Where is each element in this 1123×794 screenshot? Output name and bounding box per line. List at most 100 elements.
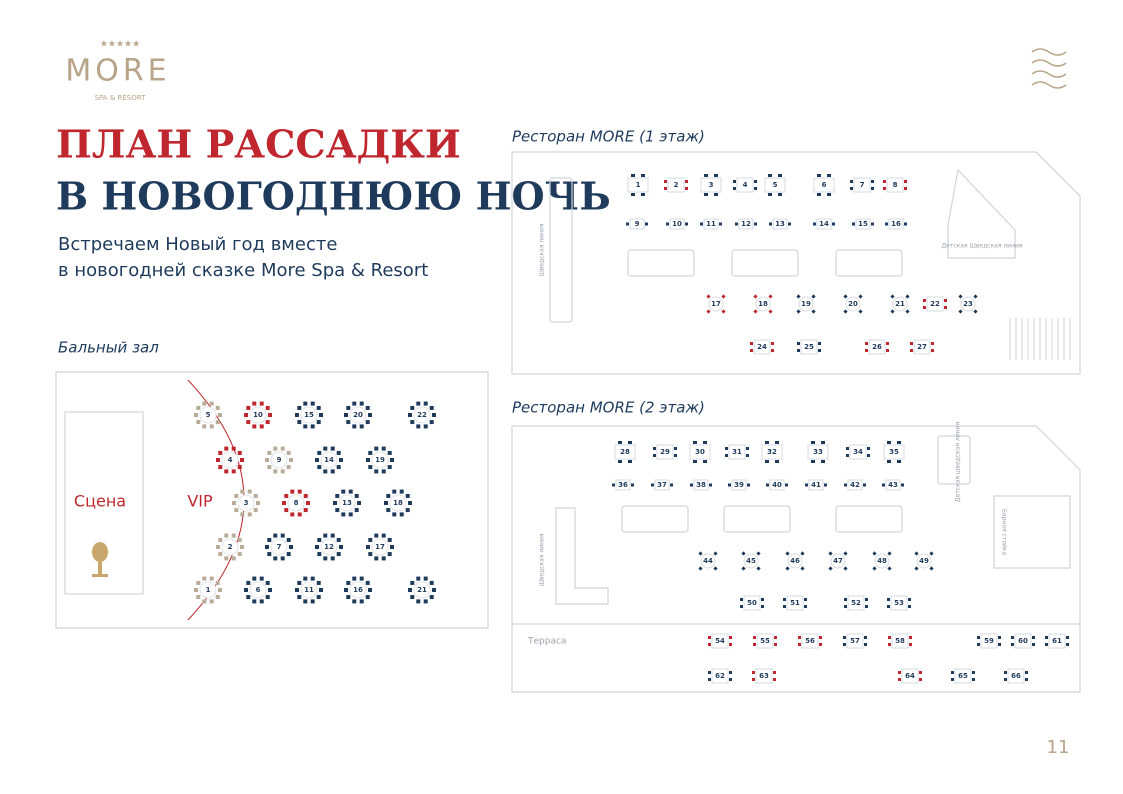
chair — [919, 678, 922, 681]
chair — [908, 605, 911, 608]
table-top — [237, 494, 255, 512]
table-number: 48 — [877, 557, 887, 565]
restaurant-table: 4 — [733, 177, 757, 193]
restaurant-table: 47 — [828, 551, 848, 571]
chair — [429, 420, 434, 425]
chair — [887, 566, 892, 571]
chair — [901, 483, 904, 487]
restaurant-table: 31 — [725, 444, 749, 460]
table-number: 19 — [801, 300, 811, 308]
restaurant-table: 62 — [708, 668, 732, 684]
ballroom-table: 20 — [344, 401, 372, 429]
chair — [215, 420, 220, 425]
chair — [729, 643, 732, 646]
table-top — [800, 339, 818, 355]
chair — [910, 349, 913, 352]
table-top — [830, 553, 846, 569]
chair — [708, 671, 711, 674]
table-number: 6 — [256, 586, 261, 594]
chair — [977, 636, 980, 639]
restaurant-table: 60 — [1011, 633, 1035, 649]
table-number: 20 — [848, 300, 858, 308]
chair — [844, 598, 847, 601]
chair — [740, 598, 743, 601]
table-number: 8 — [294, 499, 299, 507]
chair — [432, 588, 436, 592]
chair — [693, 441, 697, 444]
logo-stars: ★★★★★ — [100, 40, 140, 50]
chair — [202, 576, 207, 581]
table-number: 37 — [657, 481, 667, 489]
ballroom-table: 14 — [315, 446, 343, 474]
floor2-kids-buffet — [937, 435, 971, 485]
table-top — [199, 406, 217, 424]
chair — [330, 556, 335, 561]
chair — [432, 413, 436, 417]
chair — [365, 420, 370, 425]
chair — [224, 469, 229, 474]
table-number: 13 — [342, 499, 352, 507]
ballroom-table: 9 — [265, 446, 293, 474]
chair — [685, 187, 688, 190]
chair — [685, 180, 688, 183]
chair — [216, 458, 220, 462]
restaurant-table: 42 — [844, 479, 866, 491]
chair — [237, 450, 242, 455]
table-number: 12 — [324, 543, 334, 551]
chair — [832, 222, 835, 226]
chair — [310, 576, 315, 581]
chair — [797, 349, 800, 352]
chair — [850, 180, 853, 183]
table-top — [413, 406, 431, 424]
table-top — [693, 479, 709, 491]
table-top — [787, 553, 803, 569]
table-top — [656, 444, 674, 460]
chair — [209, 424, 214, 429]
restaurant-table: 46 — [785, 551, 805, 571]
chair — [690, 483, 693, 487]
chair — [366, 545, 370, 549]
chair — [628, 460, 632, 463]
table-number: 12 — [741, 220, 751, 228]
chair — [231, 533, 236, 538]
restaurant-table: 64 — [898, 668, 922, 684]
chair — [771, 342, 774, 345]
chair — [224, 446, 229, 451]
chair — [740, 605, 743, 608]
chair — [244, 588, 248, 592]
floor1-stairs — [1009, 318, 1071, 360]
table-number: 16 — [891, 220, 901, 228]
chair — [778, 193, 782, 196]
chair — [336, 537, 341, 542]
restaurant-table: 16 — [885, 218, 907, 230]
chair — [390, 458, 394, 462]
chair — [286, 537, 291, 542]
ballroom-table: 15 — [295, 401, 323, 429]
chair — [247, 512, 252, 517]
floor2-bar — [993, 495, 1071, 569]
chair — [252, 599, 257, 604]
chair — [354, 508, 359, 513]
stage — [64, 411, 144, 595]
table-number: 30 — [695, 448, 705, 456]
chair — [268, 588, 272, 592]
table-top — [913, 339, 931, 355]
chair — [753, 643, 756, 646]
table-top — [755, 296, 771, 312]
table-top — [980, 633, 998, 649]
chair — [256, 501, 260, 505]
chair — [843, 551, 848, 556]
chair — [354, 493, 359, 498]
chair — [240, 512, 245, 517]
chair — [390, 545, 394, 549]
restaurant-table: 49 — [914, 551, 934, 571]
table-top — [761, 444, 783, 460]
chair — [888, 636, 891, 639]
chair — [215, 580, 220, 585]
restaurant-table: 26 — [865, 339, 889, 355]
chair — [246, 405, 251, 410]
chair — [1004, 678, 1007, 681]
chair — [1032, 643, 1035, 646]
chair — [202, 401, 207, 406]
ballroom-table: 10 — [244, 401, 272, 429]
